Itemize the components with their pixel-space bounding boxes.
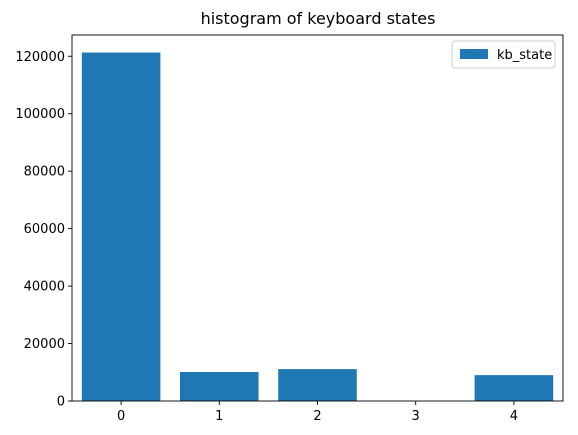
x-tick-label-4: 4 — [510, 409, 518, 424]
bar-4 — [474, 375, 554, 401]
legend-swatch — [460, 49, 488, 59]
y-tick-label-80000: 80000 — [24, 165, 65, 180]
y-tick-label-60000: 60000 — [24, 222, 65, 237]
legend-box — [451, 40, 556, 69]
x-tick-label-3: 3 — [412, 409, 420, 424]
bar-2 — [278, 369, 357, 401]
x-tick-label-1: 1 — [215, 409, 223, 424]
y-tick-label-100000: 100000 — [15, 107, 65, 122]
chart-title: histogram of keyboard states — [201, 9, 436, 28]
axes-layer: 0 1 2 3 4 0 20000 40000 60000 80000 100000 120000 — [15, 34, 564, 424]
y-tick-label-40000: 40000 — [24, 280, 65, 295]
y-tick-label-20000: 20000 — [24, 337, 65, 352]
bar-1 — [180, 371, 259, 401]
y-tick-label-0: 0 — [57, 395, 65, 410]
x-tick-label-2: 2 — [313, 409, 321, 424]
y-tick-label-120000: 120000 — [15, 50, 65, 65]
legend-label: kb_state — [497, 48, 552, 63]
legend: kb_state — [451, 40, 556, 69]
x-tick-label-0: 0 — [117, 409, 125, 424]
bar-0 — [81, 52, 161, 402]
bars-layer — [81, 52, 554, 402]
